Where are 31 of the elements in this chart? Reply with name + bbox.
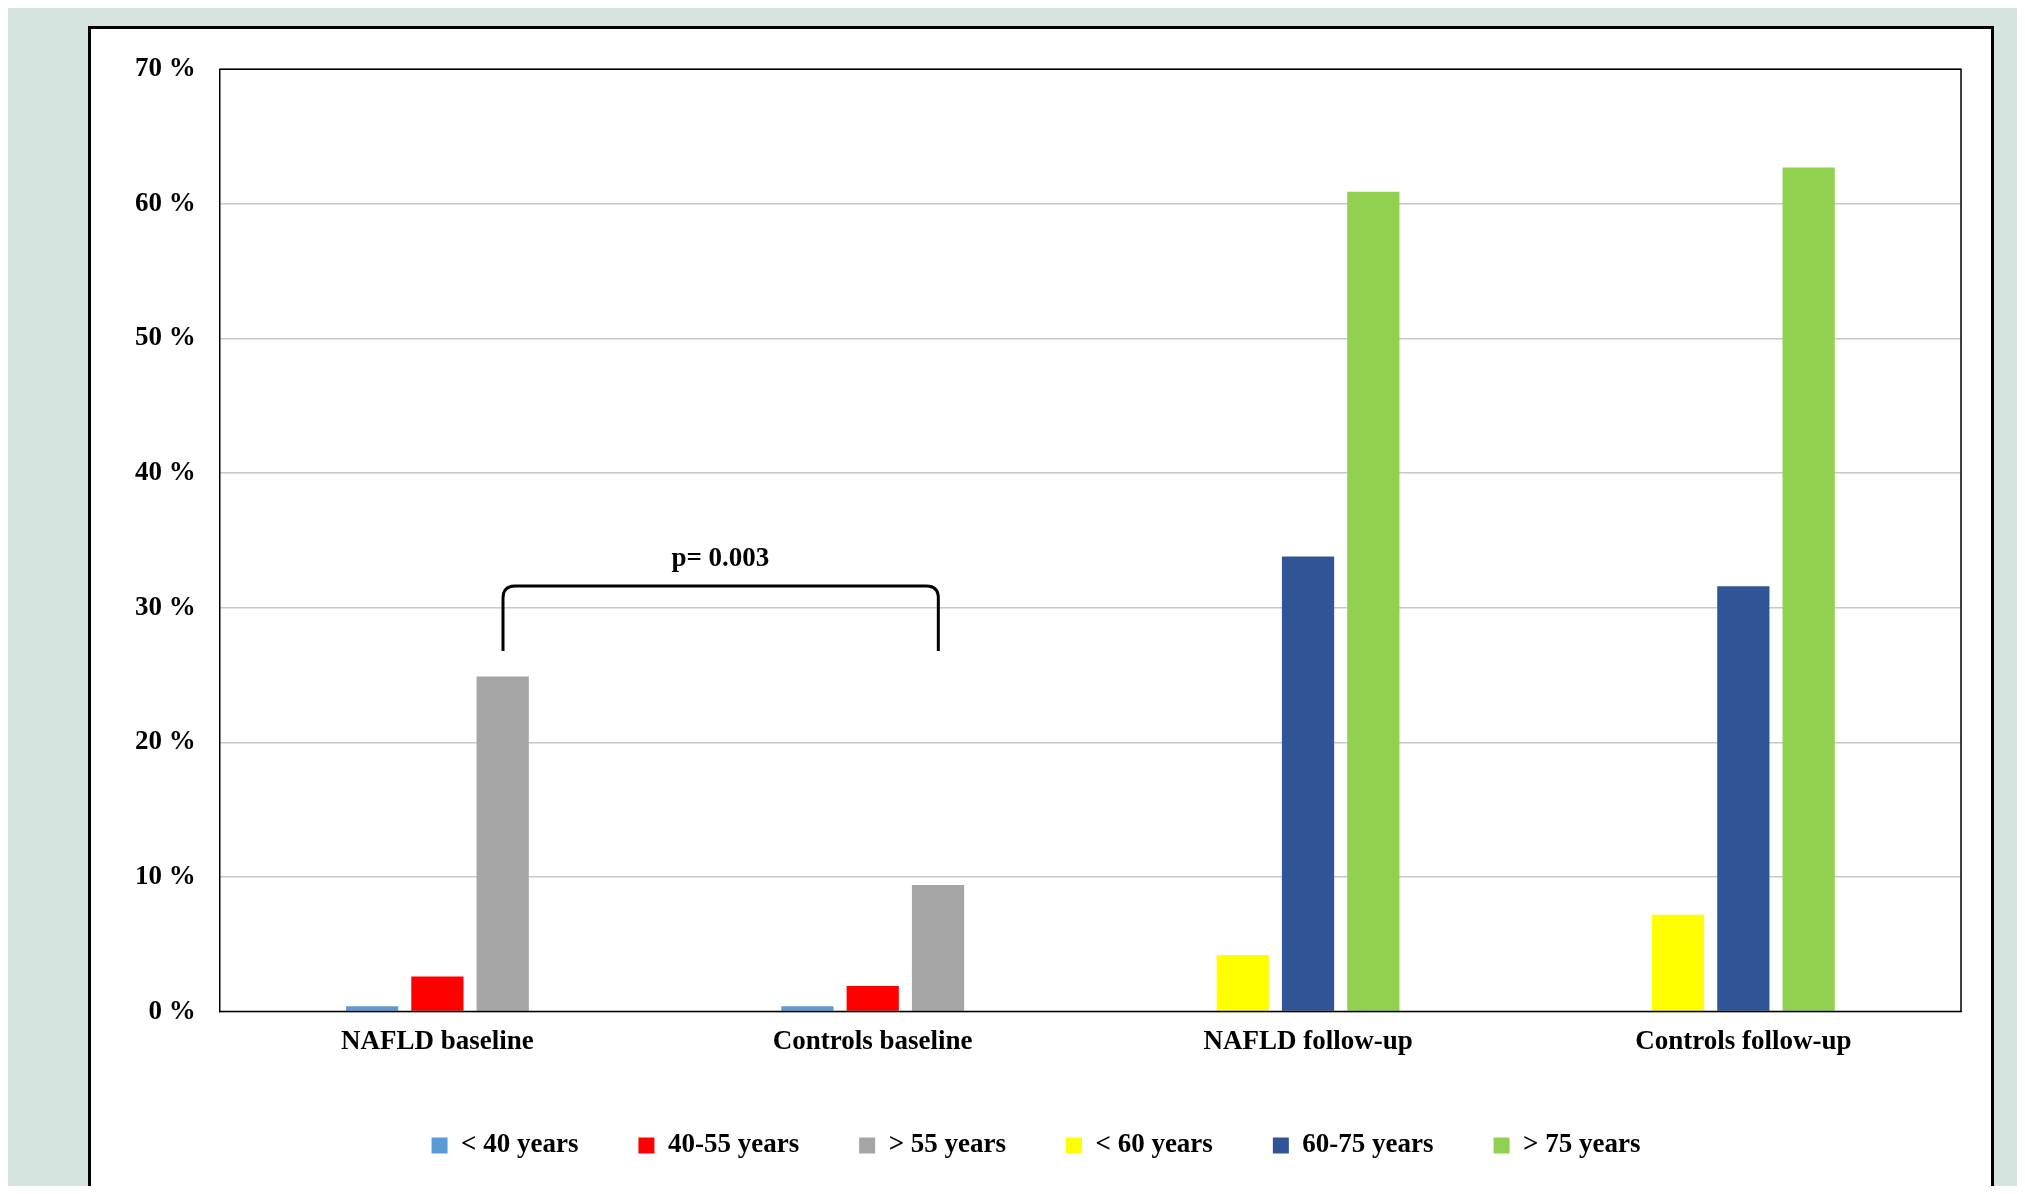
y-tick-label: 20 %	[135, 725, 196, 756]
bar	[781, 1006, 834, 1011]
legend-label: < 60 years	[1095, 1128, 1213, 1159]
x-tick-label: Controls baseline	[772, 1024, 973, 1055]
x-tick-label: Controls follow-up	[1635, 1024, 1852, 1055]
legend-label: > 55 years	[888, 1128, 1007, 1159]
annotation: p= 0.003	[670, 542, 771, 574]
legend-label: > 75 years	[1523, 1128, 1641, 1159]
y-tick-label: 70 %	[135, 52, 196, 83]
bar	[911, 885, 965, 1011]
y-tick-label: 10 %	[135, 859, 196, 890]
bar	[1717, 586, 1770, 1011]
x-tick-label: NAFLD baseline	[341, 1024, 534, 1055]
y-tick-label: 50 %	[135, 321, 196, 352]
x-tick-label: NAFLD follow-up	[1203, 1024, 1413, 1055]
y-tick-label: 0 %	[148, 994, 196, 1025]
bar	[1216, 955, 1269, 1011]
bar	[345, 1006, 399, 1011]
bar	[1782, 167, 1835, 1011]
legend-label: 60-75 years	[1302, 1128, 1434, 1159]
bar	[476, 676, 529, 1011]
bar	[846, 986, 899, 1011]
bar	[1651, 914, 1705, 1011]
bar	[1347, 191, 1400, 1011]
legend-label: 40-55 years	[667, 1128, 800, 1159]
y-tick-label: 30 %	[135, 590, 196, 621]
bar	[411, 976, 464, 1011]
bar	[1281, 556, 1335, 1011]
y-tick-label: 60 %	[135, 186, 196, 217]
legend-label: < 40 years	[461, 1128, 579, 1159]
y-tick-label: 40 %	[135, 456, 196, 487]
